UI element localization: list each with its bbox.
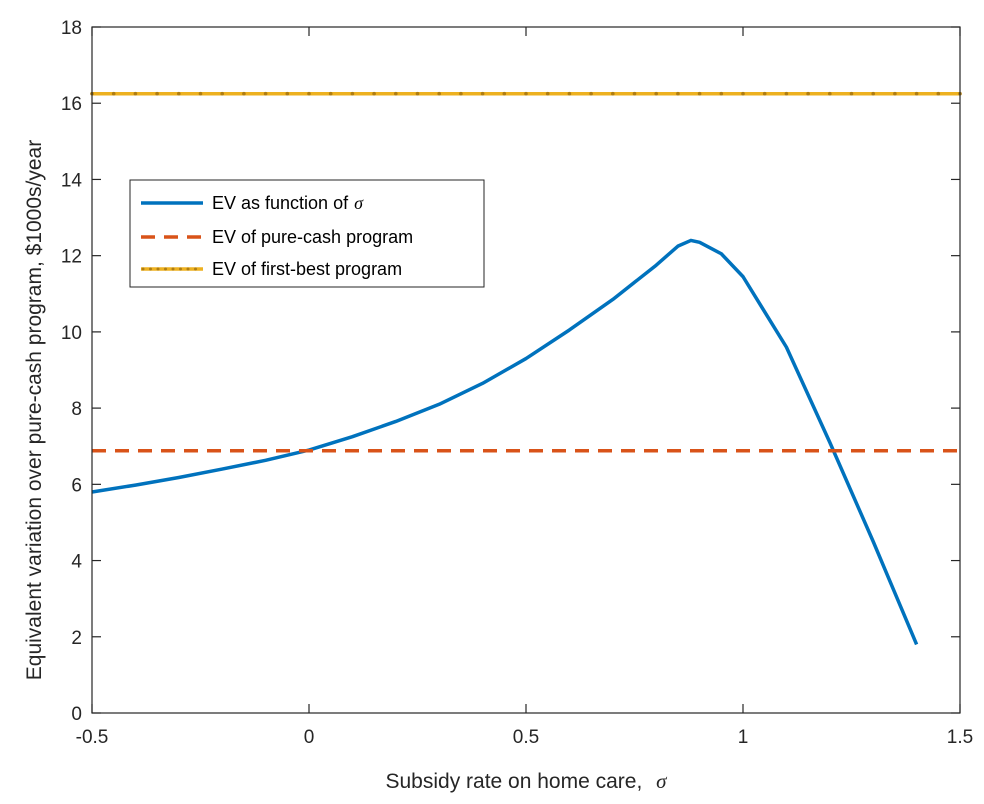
series-marker-2 — [415, 91, 420, 96]
y-tick-label: 8 — [71, 399, 82, 420]
series-marker-2 — [307, 91, 311, 96]
legend-label-text: EV of pure-cash program — [212, 227, 413, 247]
series-marker-2 — [676, 91, 680, 96]
series-marker-2 — [111, 91, 116, 96]
y-tick-label: 4 — [71, 552, 82, 573]
series-marker-2 — [437, 91, 442, 96]
series-marker-2 — [611, 91, 615, 96]
series-marker-2 — [133, 91, 138, 96]
y-axis-label: Equivalent variation over pure-cash prog… — [23, 140, 46, 680]
series-marker-2 — [849, 91, 854, 96]
legend-swatch-marker — [156, 267, 160, 271]
x-axis-label-symbol: σ — [656, 769, 668, 793]
series-marker-2 — [893, 91, 897, 96]
series-marker-2 — [828, 91, 832, 96]
legend-swatch-marker — [194, 267, 197, 271]
series-marker-2 — [589, 91, 593, 96]
y-tick-label: 10 — [61, 323, 82, 344]
series-marker-2 — [654, 91, 658, 96]
series-marker-2 — [155, 91, 159, 96]
series-marker-2 — [567, 91, 572, 96]
legend-swatch-marker — [179, 267, 182, 271]
series-marker-2 — [198, 91, 203, 96]
y-tick-label: 2 — [71, 628, 82, 649]
series-marker-2 — [697, 91, 702, 96]
legend-label-text: EV of first-best program — [212, 259, 402, 279]
plot-area — [92, 27, 960, 713]
y-tick-label: 14 — [61, 170, 83, 191]
legend-label-2: EV of first-best program — [212, 259, 402, 279]
series-marker-2 — [242, 91, 246, 96]
legend-swatch-marker — [141, 267, 145, 271]
y-tick-label: 6 — [71, 475, 82, 496]
series-marker-2 — [263, 91, 268, 96]
series-marker-2 — [871, 91, 875, 96]
series-marker-2 — [480, 91, 485, 96]
series-marker-2 — [220, 91, 224, 96]
x-tick-label: -0.5 — [76, 727, 109, 748]
x-tick-label: 1 — [738, 727, 749, 748]
series-marker-2 — [372, 91, 376, 96]
legend-label-symbol: σ — [354, 193, 364, 213]
x-tick-label: 1.5 — [947, 727, 973, 748]
x-axis-label: Subsidy rate on home care, σ — [385, 769, 668, 793]
legend-label-text: EV as function of — [212, 193, 349, 213]
x-tick-label: 0 — [304, 727, 315, 748]
x-axis-label-text: Subsidy rate on home care, — [385, 770, 642, 793]
series-marker-2 — [762, 91, 767, 96]
y-tick-label: 18 — [61, 18, 82, 39]
series-marker-2 — [806, 91, 810, 96]
series-marker-2 — [350, 91, 355, 96]
series-marker-2 — [502, 91, 507, 96]
x-tick-label: 0.5 — [513, 727, 539, 748]
series-marker-2 — [741, 91, 745, 96]
legend-swatch-marker — [186, 267, 190, 271]
legend-label-1: EV of pure-cash program — [212, 227, 413, 247]
legend: EV as function of σ EV of pure-cash progra… — [129, 179, 485, 288]
series-marker-2 — [459, 91, 463, 96]
legend-swatch-marker — [164, 267, 167, 271]
series-marker-2 — [632, 91, 637, 96]
legend-swatch-marker — [171, 267, 175, 271]
series-layer — [90, 91, 962, 646]
series-marker-2 — [719, 91, 724, 96]
series-marker-2 — [328, 91, 333, 96]
y-tick-label: 0 — [71, 704, 82, 725]
series-marker-2 — [177, 91, 181, 96]
legend-label-0: EV as function of σ — [212, 193, 364, 213]
series-line-0 — [91, 238, 919, 646]
y-tick-label: 16 — [61, 94, 82, 115]
series-marker-2 — [784, 91, 789, 96]
series-marker-2 — [524, 91, 528, 96]
series-marker-2 — [394, 91, 398, 96]
series-marker-2 — [936, 91, 941, 96]
series-marker-2 — [545, 91, 550, 96]
legend-swatch-marker — [149, 267, 152, 271]
y-tick-label: 12 — [61, 247, 82, 268]
series-marker-2 — [285, 91, 290, 96]
series-marker-2 — [914, 91, 919, 96]
